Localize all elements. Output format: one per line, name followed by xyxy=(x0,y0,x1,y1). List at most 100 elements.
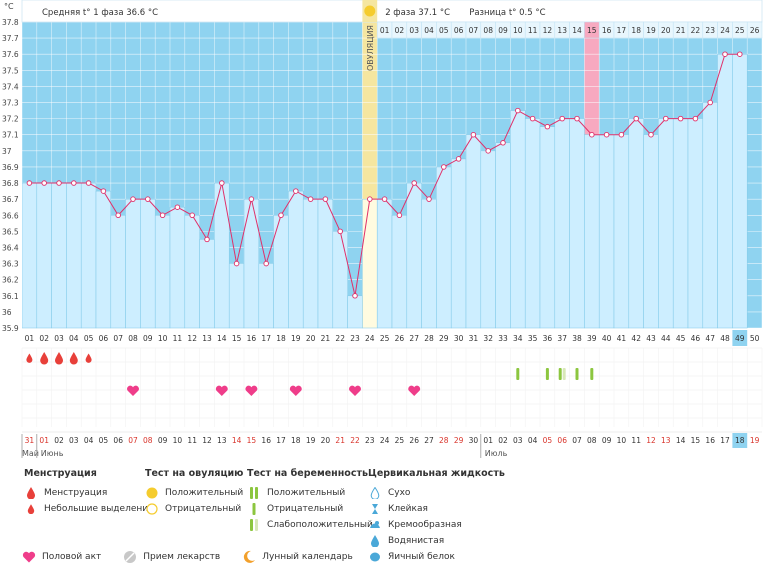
menstruation-drop-icon[interactable] xyxy=(69,352,78,365)
pregnancy-test-negative-icon[interactable] xyxy=(516,368,520,380)
menstruation-drop-icon[interactable] xyxy=(55,352,63,365)
calendar-date-label: 18 xyxy=(735,436,745,445)
temp-point[interactable] xyxy=(26,180,33,186)
calendar-date-label: 26 xyxy=(409,436,419,445)
temperature-points[interactable] xyxy=(26,51,743,299)
temp-point[interactable] xyxy=(470,131,477,138)
temp-point[interactable] xyxy=(574,115,580,122)
legend-menstruation-title: Менструация xyxy=(24,468,97,479)
hourglass-icon xyxy=(368,502,382,516)
calendar-date-label: 23 xyxy=(365,436,375,445)
menstruation-drop-icon[interactable] xyxy=(85,353,92,363)
temp-bar xyxy=(658,118,674,329)
temp-bar xyxy=(228,263,245,329)
temp-point[interactable] xyxy=(71,180,77,186)
menstruation-drop-icon[interactable] xyxy=(26,353,33,363)
temp-point[interactable] xyxy=(618,131,625,138)
temp-point[interactable] xyxy=(41,180,47,186)
intercourse-heart-icon[interactable] xyxy=(245,385,258,396)
temp-point[interactable] xyxy=(648,131,654,138)
temp-point[interactable] xyxy=(411,180,417,186)
temp-point[interactable] xyxy=(189,212,195,219)
pregnancy-test-negative-icon[interactable] xyxy=(545,368,549,380)
temp-point[interactable] xyxy=(677,115,684,122)
pregnancy-test-weak-icon[interactable] xyxy=(562,368,566,380)
temp-point[interactable] xyxy=(352,293,358,299)
temp-point[interactable] xyxy=(233,260,240,267)
temperature-bars xyxy=(21,53,748,329)
legend-pregnancy-weak: Слабоположительный xyxy=(267,520,373,530)
temp-point[interactable] xyxy=(455,156,462,162)
intercourse-heart-icon[interactable] xyxy=(349,385,361,396)
temp-point[interactable] xyxy=(544,123,551,130)
pregnancy-test-negative-icon[interactable] xyxy=(575,368,579,380)
cycle-day-label: 11 xyxy=(173,334,183,343)
calendar-date-label: 24 xyxy=(380,436,390,445)
temp-point[interactable] xyxy=(174,204,181,210)
phase1-average-label: Средняя t° 1 фаза 36.6 °C xyxy=(42,8,158,18)
y-tick-label: 36.4 xyxy=(2,243,19,252)
calendar-date-label: 09 xyxy=(602,436,612,445)
temp-point[interactable] xyxy=(307,196,314,202)
temp-point[interactable] xyxy=(337,228,343,235)
calendar-date-label: 25 xyxy=(395,436,405,445)
calendar-date-label: 28 xyxy=(439,436,449,445)
calendar-date-label: 22 xyxy=(350,436,360,445)
temp-point[interactable] xyxy=(500,140,506,146)
temp-point[interactable] xyxy=(722,51,728,57)
temp-point[interactable] xyxy=(130,196,136,202)
legend-pregnancy-test: Тест на беременность Положительный Отриц… xyxy=(247,468,373,533)
temp-point[interactable] xyxy=(663,115,669,122)
temp-bar xyxy=(169,206,186,329)
cycle-day-label: 50 xyxy=(750,334,760,343)
temp-point[interactable] xyxy=(707,99,713,106)
temp-point[interactable] xyxy=(322,196,329,202)
temp-point[interactable] xyxy=(737,51,743,57)
y-tick-label: 36.5 xyxy=(2,227,19,236)
temp-point[interactable] xyxy=(115,212,121,219)
temp-bar xyxy=(598,134,615,329)
temp-point[interactable] xyxy=(529,115,536,122)
temp-point[interactable] xyxy=(426,196,432,202)
temp-point[interactable] xyxy=(603,131,610,138)
calendar-date-label: 18 xyxy=(291,436,301,445)
temp-point[interactable] xyxy=(559,115,565,122)
temp-bar xyxy=(672,118,689,329)
temp-point[interactable] xyxy=(278,212,284,219)
intercourse-heart-icon[interactable] xyxy=(127,385,139,396)
intercourse-heart-icon[interactable] xyxy=(408,385,421,396)
calendar-date-label: 16 xyxy=(261,436,271,445)
temp-point[interactable] xyxy=(263,260,269,267)
temp-point[interactable] xyxy=(248,196,255,202)
temp-point[interactable] xyxy=(219,180,225,186)
temp-point[interactable] xyxy=(159,212,166,219)
legend: Менструация Менструация Небольшие выделе… xyxy=(0,468,770,563)
temp-point[interactable] xyxy=(485,148,491,154)
temp-point[interactable] xyxy=(56,180,62,186)
symbol-rows[interactable] xyxy=(21,347,763,427)
temp-point[interactable] xyxy=(367,196,373,202)
temp-point[interactable] xyxy=(85,180,92,186)
temp-point[interactable] xyxy=(145,196,151,202)
temp-point[interactable] xyxy=(515,107,521,114)
temp-point[interactable] xyxy=(204,236,210,243)
temp-point[interactable] xyxy=(293,188,299,194)
intercourse-heart-icon[interactable] xyxy=(289,385,302,396)
double-bar-icon xyxy=(247,486,261,500)
temp-point[interactable] xyxy=(441,164,447,170)
menstruation-drop-icon[interactable] xyxy=(40,352,49,365)
intercourse-heart-icon[interactable] xyxy=(215,385,228,396)
temp-bar xyxy=(302,198,319,329)
phase2-day-label: 19 xyxy=(646,26,656,35)
temp-point[interactable] xyxy=(381,196,388,202)
temp-point[interactable] xyxy=(589,131,595,138)
cycle-day-label: 29 xyxy=(439,334,449,343)
temp-point[interactable] xyxy=(692,115,699,122)
temp-point[interactable] xyxy=(633,115,639,122)
heart-icon xyxy=(22,550,36,564)
temp-point[interactable] xyxy=(396,212,403,219)
temp-point[interactable] xyxy=(100,188,107,194)
calendar-date-label: 13 xyxy=(217,436,227,445)
pregnancy-test-negative-icon[interactable] xyxy=(590,368,594,380)
pregnancy-test-weak-icon[interactable] xyxy=(558,368,562,380)
